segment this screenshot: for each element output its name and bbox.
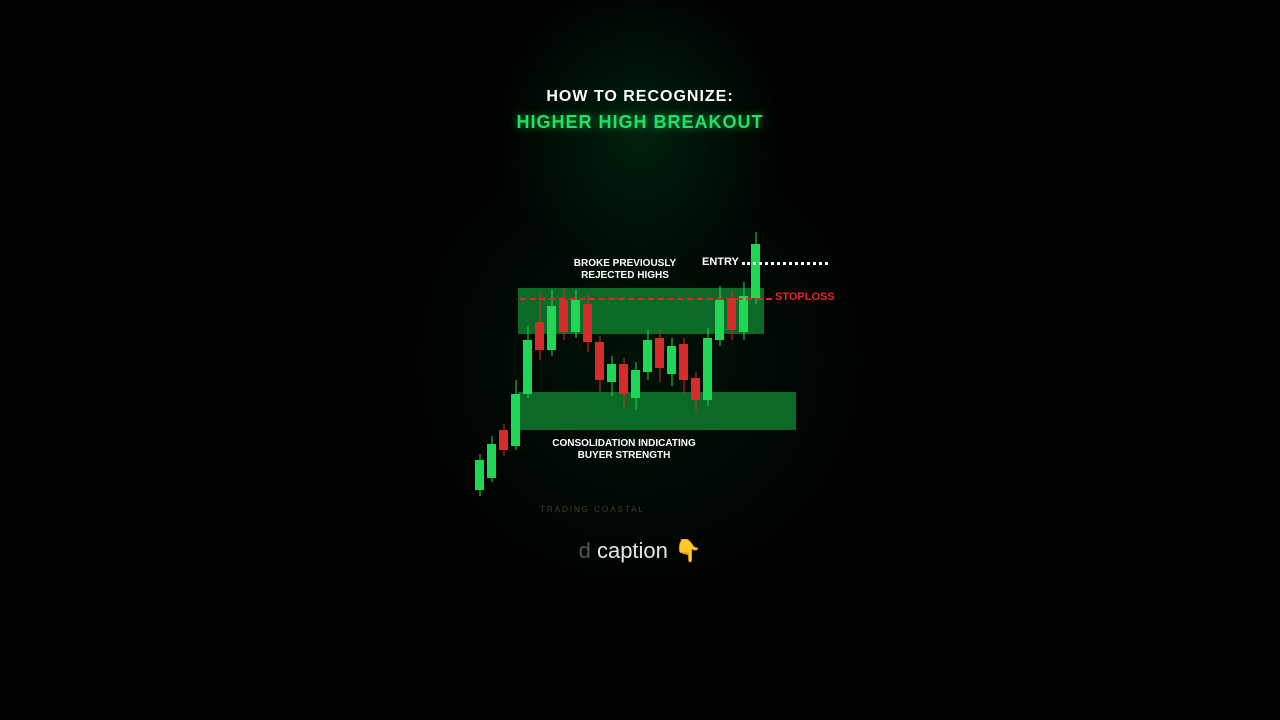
candlestick <box>559 0 568 1</box>
chart-title: HOW TO RECOGNIZE: HIGHER HIGH BREAKOUT <box>0 88 1280 133</box>
candlestick <box>595 0 604 1</box>
candlestick <box>727 0 736 1</box>
candlestick <box>751 0 760 1</box>
candlestick <box>691 0 700 1</box>
candlestick <box>571 0 580 1</box>
candlestick <box>547 0 556 1</box>
background-glow <box>490 0 790 275</box>
entry-label: ENTRY <box>702 256 739 268</box>
title-line1: HOW TO RECOGNIZE: <box>0 88 1280 106</box>
candlestick <box>667 0 676 1</box>
annotation-label: BROKE PREVIOUSLYREJECTED HIGHS <box>540 258 710 281</box>
candlestick <box>607 0 616 1</box>
candlestick <box>631 0 640 1</box>
stoploss-line <box>520 298 772 300</box>
candlestick <box>535 0 544 1</box>
candlestick <box>499 0 508 1</box>
candlestick <box>739 0 748 1</box>
candlestick <box>583 0 592 1</box>
candlestick <box>619 0 628 1</box>
title-line2: HIGHER HIGH BREAKOUT <box>0 112 1280 133</box>
annotation-label: CONSOLIDATION INDICATINGBUYER STRENGTH <box>519 438 729 461</box>
candlestick <box>703 0 712 1</box>
price-zone <box>518 392 796 430</box>
candlestick <box>487 0 496 1</box>
candlestick <box>475 0 484 1</box>
candlestick <box>655 0 664 1</box>
entry-line <box>742 262 828 265</box>
candlestick <box>523 0 532 1</box>
chart-stage: HOW TO RECOGNIZE: HIGHER HIGH BREAKOUT BRO… <box>0 0 1280 720</box>
candlestick <box>715 0 724 1</box>
watermark: TRADING COASTAL <box>540 505 645 514</box>
caption-text: d caption 👇 <box>0 538 1280 564</box>
candlestick <box>511 0 520 1</box>
stoploss-label: STOPLOSS <box>775 291 835 303</box>
candlestick <box>643 0 652 1</box>
candlestick <box>679 0 688 1</box>
